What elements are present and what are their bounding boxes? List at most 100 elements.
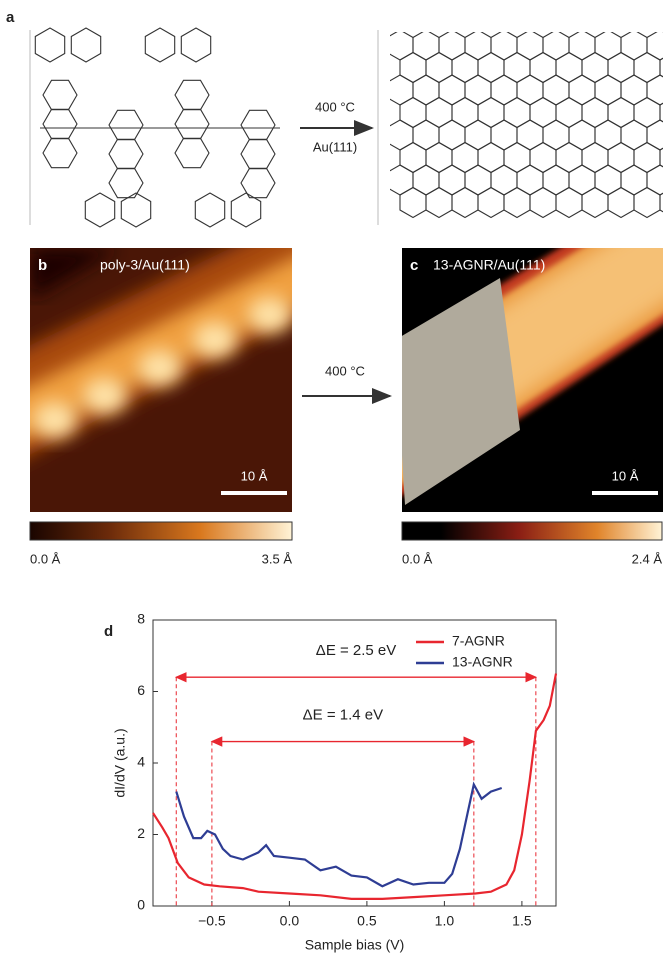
ring [595,120,621,150]
ring [530,188,556,218]
ring [504,188,530,218]
ring [556,188,582,218]
ring [621,30,647,60]
ring [517,30,543,60]
ring [543,75,569,105]
ring [491,30,517,60]
panel-label: c [410,257,418,274]
ring [175,138,209,167]
ring [400,98,426,128]
ring [621,165,647,195]
ring [478,188,504,218]
ring [452,98,478,128]
ring [413,120,439,150]
ring [569,75,595,105]
ring [413,165,439,195]
ring [647,30,663,60]
x-tick-label: 1.0 [435,913,455,929]
ring [517,165,543,195]
panel-label: a [6,9,15,26]
ring [145,28,174,62]
ring [478,143,504,173]
ring [43,80,77,109]
ring [647,120,663,150]
panel-label: b [38,257,47,274]
ring [387,75,413,105]
ring [556,98,582,128]
ring [634,188,660,218]
y-tick-label: 4 [137,754,145,770]
ring [465,75,491,105]
ring [439,75,465,105]
x-tick-label: 1.5 [512,913,532,929]
ring [582,98,608,128]
ring [109,110,143,139]
ring [556,143,582,173]
ring [241,110,275,139]
ring [195,193,224,227]
ring [387,30,413,60]
ring [608,188,634,218]
ring [491,75,517,105]
ring [109,139,143,168]
ring [504,143,530,173]
series-line [176,785,501,887]
ring [595,165,621,195]
image-title: 13-AGNR/Au(111) [433,257,545,273]
ring [241,139,275,168]
ring [465,120,491,150]
ring [452,143,478,173]
ring [478,98,504,128]
ring [647,75,663,105]
ring [634,98,660,128]
y-tick-label: 8 [137,611,145,627]
gap-label: ΔE = 2.5 eV [316,642,397,659]
legend-label: 13-AGNR [452,654,513,670]
ring [426,98,452,128]
ring [452,188,478,218]
ring [517,120,543,150]
ring [530,53,556,83]
ring [387,120,413,150]
x-tick-label: 0.0 [280,913,300,929]
chart: 02468−0.50.00.51.01.5Sample bias (V)dI/d… [112,611,556,953]
gnr-structure [387,30,663,218]
ring [621,75,647,105]
ring [595,75,621,105]
ring [530,98,556,128]
y-tick-label: 2 [137,825,145,841]
ring [109,168,143,197]
legend-label: 7-AGNR [452,633,505,649]
ring [43,109,77,138]
ring [478,53,504,83]
ring [491,120,517,150]
panel-label: d [104,623,113,640]
colorbar-label: 2.4 Å [632,551,663,566]
ring [439,30,465,60]
ring [400,53,426,83]
colorbar-label: 3.5 Å [262,551,293,566]
y-axis-label: dI/dV (a.u.) [112,728,128,797]
arrow-label: 400 °C [325,363,365,378]
ring [452,53,478,83]
ring [517,75,543,105]
ring [582,188,608,218]
ring [543,120,569,150]
ring [608,143,634,173]
ring [413,75,439,105]
ring [426,53,452,83]
ring [543,165,569,195]
ring [582,53,608,83]
ring [35,28,64,62]
colorbar [402,522,662,540]
colorbar-label: 0.0 Å [402,551,433,566]
stm-image [380,160,663,512]
ring [530,143,556,173]
figure: a 400 °C Au(111) b poly-3/Au(111) 10 Å 0… [0,0,663,955]
x-tick-label: −0.5 [198,913,226,929]
x-tick-label: 0.5 [357,913,377,929]
y-tick-label: 6 [137,682,145,698]
ring [175,109,209,138]
ring [569,30,595,60]
ring [426,188,452,218]
